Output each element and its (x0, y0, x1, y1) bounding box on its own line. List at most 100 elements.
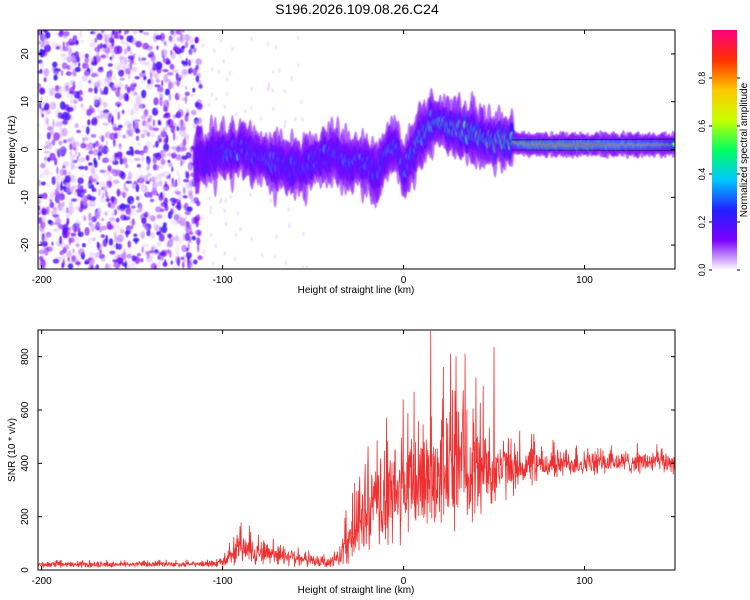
noise-blob (93, 180, 97, 186)
noise-blob (61, 119, 68, 125)
noise-blob (142, 42, 149, 50)
x-tick-label: 0 (401, 576, 407, 587)
noise-blob (204, 187, 207, 192)
noise-blob (192, 87, 196, 93)
noise-blob (151, 244, 157, 251)
noise-blob (59, 235, 62, 245)
noise-blob (103, 86, 109, 95)
noise-blob (38, 205, 41, 211)
noise-blob (88, 200, 96, 207)
noise-blob (160, 158, 166, 166)
noise-blob (183, 136, 186, 145)
noise-blob (123, 248, 126, 258)
noise-blob (195, 64, 199, 70)
noise-blob (139, 152, 145, 157)
noise-blob (191, 235, 197, 241)
noise-blob (288, 223, 291, 228)
noise-blob (153, 222, 157, 231)
noise-blob (57, 202, 64, 212)
noise-blob (188, 180, 194, 188)
noise-blob (54, 157, 58, 166)
noise-blob (72, 142, 76, 149)
noise-blob (81, 74, 88, 82)
snr-panel: -200 -100 0 100 0 200 400 600 800 Height of str… (7, 329, 676, 596)
noise-blob (86, 154, 90, 162)
noise-blob (105, 140, 108, 148)
x-tick-label: 100 (576, 576, 593, 587)
noise-blob (102, 44, 107, 49)
noise-blob (160, 201, 167, 208)
noise-blob (44, 156, 48, 164)
noise-blob (130, 106, 138, 113)
colorbar-tick-label: 0.8 (697, 72, 707, 85)
noise-blob (302, 231, 305, 237)
noise-blob (62, 259, 65, 268)
noise-blob (69, 143, 73, 151)
noise-blob (185, 57, 188, 66)
noise-blob (69, 150, 72, 156)
noise-blob (190, 93, 195, 97)
noise-blob (210, 232, 213, 238)
noise-blob (70, 71, 73, 77)
noise-blob (131, 62, 137, 66)
noise-blob (176, 201, 182, 211)
noise-blob (91, 264, 94, 269)
noise-blob (91, 71, 99, 77)
noise-blob (215, 96, 218, 102)
noise-blob (130, 208, 137, 216)
noise-blob (269, 198, 273, 203)
noise-blob (69, 79, 75, 86)
noise-blob (80, 192, 85, 196)
noise-blob (56, 166, 59, 175)
noise-blob (89, 105, 93, 111)
noise-blob (94, 54, 101, 57)
noise-blob (50, 221, 57, 225)
noise-blob (165, 80, 168, 84)
noise-blob (38, 249, 46, 255)
noise-blob (78, 152, 81, 157)
noise-blob (90, 192, 96, 197)
noise-blob (80, 142, 87, 149)
noise-blob (275, 234, 278, 239)
noise-blob (180, 216, 188, 221)
noise-blob (82, 106, 87, 115)
noise-blob (162, 261, 168, 267)
colorbar-label: Normalized spectral amplitude (739, 82, 750, 217)
noise-blob (63, 229, 70, 239)
noise-blob (136, 200, 142, 209)
noise-blob (111, 212, 114, 216)
noise-blob (150, 53, 156, 63)
noise-blob (120, 38, 125, 44)
noise-blob (162, 190, 166, 199)
noise-blob (130, 221, 134, 228)
noise-blob (121, 109, 125, 115)
noise-blob (169, 63, 175, 70)
noise-blob (69, 64, 76, 71)
noise-blob (170, 191, 175, 196)
noise-blob (162, 149, 169, 159)
noise-blob (88, 165, 96, 174)
noise-blob (140, 231, 145, 239)
noise-blob (54, 188, 59, 195)
noise-blob (185, 172, 190, 179)
noise-blob (208, 196, 211, 201)
noise-blob (75, 124, 79, 128)
noise-blob (186, 108, 189, 113)
noise-blob (219, 38, 222, 43)
noise-blob (98, 168, 106, 173)
noise-blob (45, 142, 50, 148)
noise-blob (111, 30, 115, 35)
noise-blob (125, 133, 130, 140)
noise-blob (106, 184, 109, 189)
noise-blob (135, 196, 140, 201)
noise-blob (41, 181, 46, 186)
noise-blob (145, 148, 150, 155)
noise-blob (184, 91, 190, 97)
noise-blob (164, 57, 170, 65)
noise-blob (184, 113, 189, 122)
noise-blob (146, 254, 153, 263)
noise-blob (60, 183, 63, 191)
noise-blob (94, 225, 100, 231)
